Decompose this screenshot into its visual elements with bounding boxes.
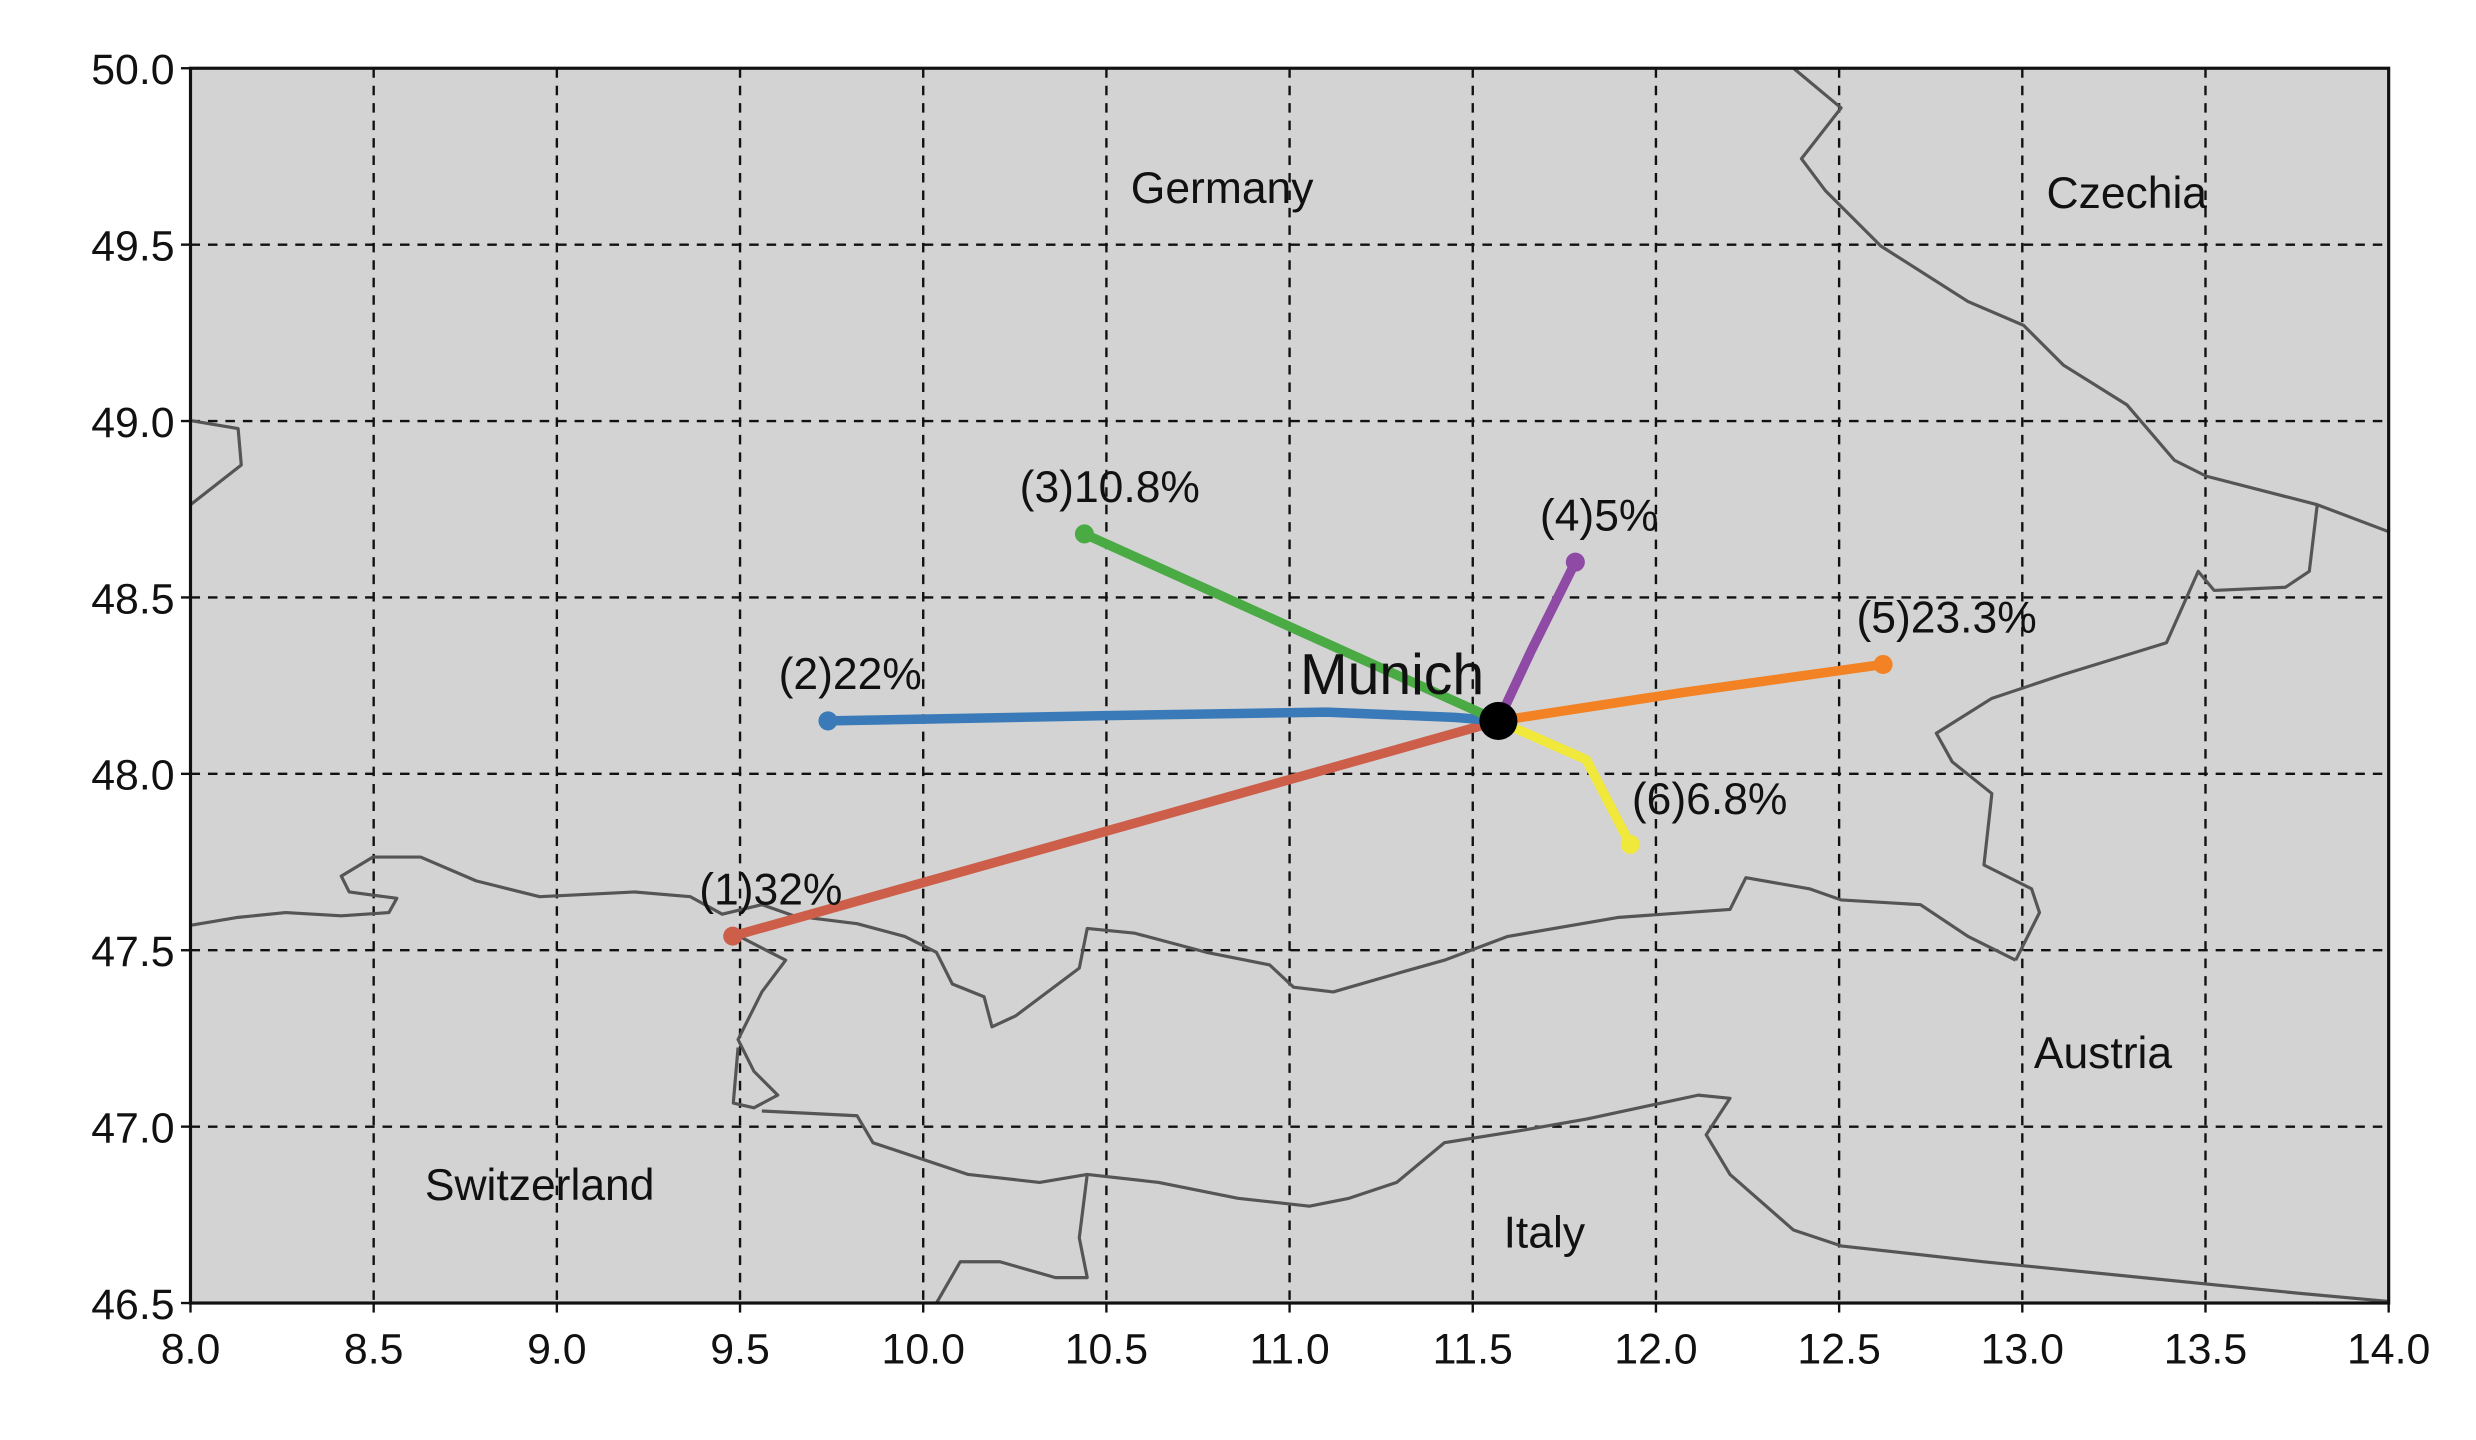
region-label: Austria xyxy=(2034,1029,2173,1078)
y-tick-label: 49.5 xyxy=(91,223,174,271)
borders xyxy=(189,67,2390,1304)
route-label: (2)22% xyxy=(779,650,922,699)
route-origin xyxy=(1620,834,1640,854)
route-origin xyxy=(818,711,838,731)
route-label: (5)23.3% xyxy=(1856,594,2036,643)
border xyxy=(1087,1093,2389,1304)
border xyxy=(1792,67,2390,534)
route-label: (3)10.8% xyxy=(1020,463,1200,512)
route-line xyxy=(823,707,1504,726)
route-line xyxy=(1493,716,1636,850)
route-label: (4)5% xyxy=(1540,491,1659,540)
route-line xyxy=(1079,529,1504,726)
route-origin xyxy=(1565,552,1585,572)
y-tick-label: 48.0 xyxy=(91,752,174,800)
x-tick-label: 9.0 xyxy=(527,1325,587,1373)
route-origin xyxy=(1873,654,1893,674)
border xyxy=(189,419,243,506)
route-line xyxy=(1493,557,1581,726)
y-tick-label: 50.0 xyxy=(91,46,174,94)
x-tick-label: 13.0 xyxy=(1981,1325,2064,1373)
x-tick-label: 13.5 xyxy=(2164,1325,2247,1373)
region-label: Switzerland xyxy=(425,1161,655,1210)
x-tick-label: 9.5 xyxy=(710,1325,770,1373)
x-tick-label: 11.0 xyxy=(1249,1325,1329,1373)
x-tick-label: 10.0 xyxy=(882,1325,965,1373)
route-line xyxy=(727,716,1504,941)
grid xyxy=(190,68,2389,1304)
y-tick-label: 47.0 xyxy=(91,1105,174,1153)
border xyxy=(190,855,2017,1029)
x-tick-label: 12.0 xyxy=(1614,1325,1697,1373)
x-tick-label: 8.0 xyxy=(161,1325,221,1373)
border xyxy=(761,1109,1089,1304)
region-label: Germany xyxy=(1131,164,1314,213)
routes: (1)32% (2)22% (3)10.8% (4)5% (5)23.3% (6)6.8%… xyxy=(699,463,2037,946)
city-marker xyxy=(1479,701,1518,740)
region-label: Italy xyxy=(1504,1208,1586,1257)
city-label: Munich xyxy=(1300,643,1484,707)
x-tick-label: 8.5 xyxy=(344,1325,404,1373)
y-tick-label: 46.5 xyxy=(91,1281,174,1329)
x-tick-label: 14.0 xyxy=(2347,1325,2430,1373)
route-line xyxy=(1493,659,1888,726)
x-tick-label: 11.5 xyxy=(1433,1325,1513,1373)
route-origin xyxy=(723,926,743,946)
border xyxy=(1934,504,2319,961)
route-origin xyxy=(1074,524,1094,544)
x-tick-label: 10.5 xyxy=(1065,1325,1148,1373)
region-labels: Germany Czechia Austria Switzerland Ital… xyxy=(425,164,2207,1257)
route-label: (1)32% xyxy=(699,865,842,914)
y-tick-label: 47.5 xyxy=(91,928,174,976)
y-tick-label: 48.5 xyxy=(91,575,174,623)
region-label: Czechia xyxy=(2047,169,2208,218)
route-label: (6)6.8% xyxy=(1632,775,1788,824)
y-tick-label: 49.0 xyxy=(91,399,174,447)
x-tick-label: 12.5 xyxy=(1797,1325,1880,1373)
border xyxy=(729,930,788,1110)
